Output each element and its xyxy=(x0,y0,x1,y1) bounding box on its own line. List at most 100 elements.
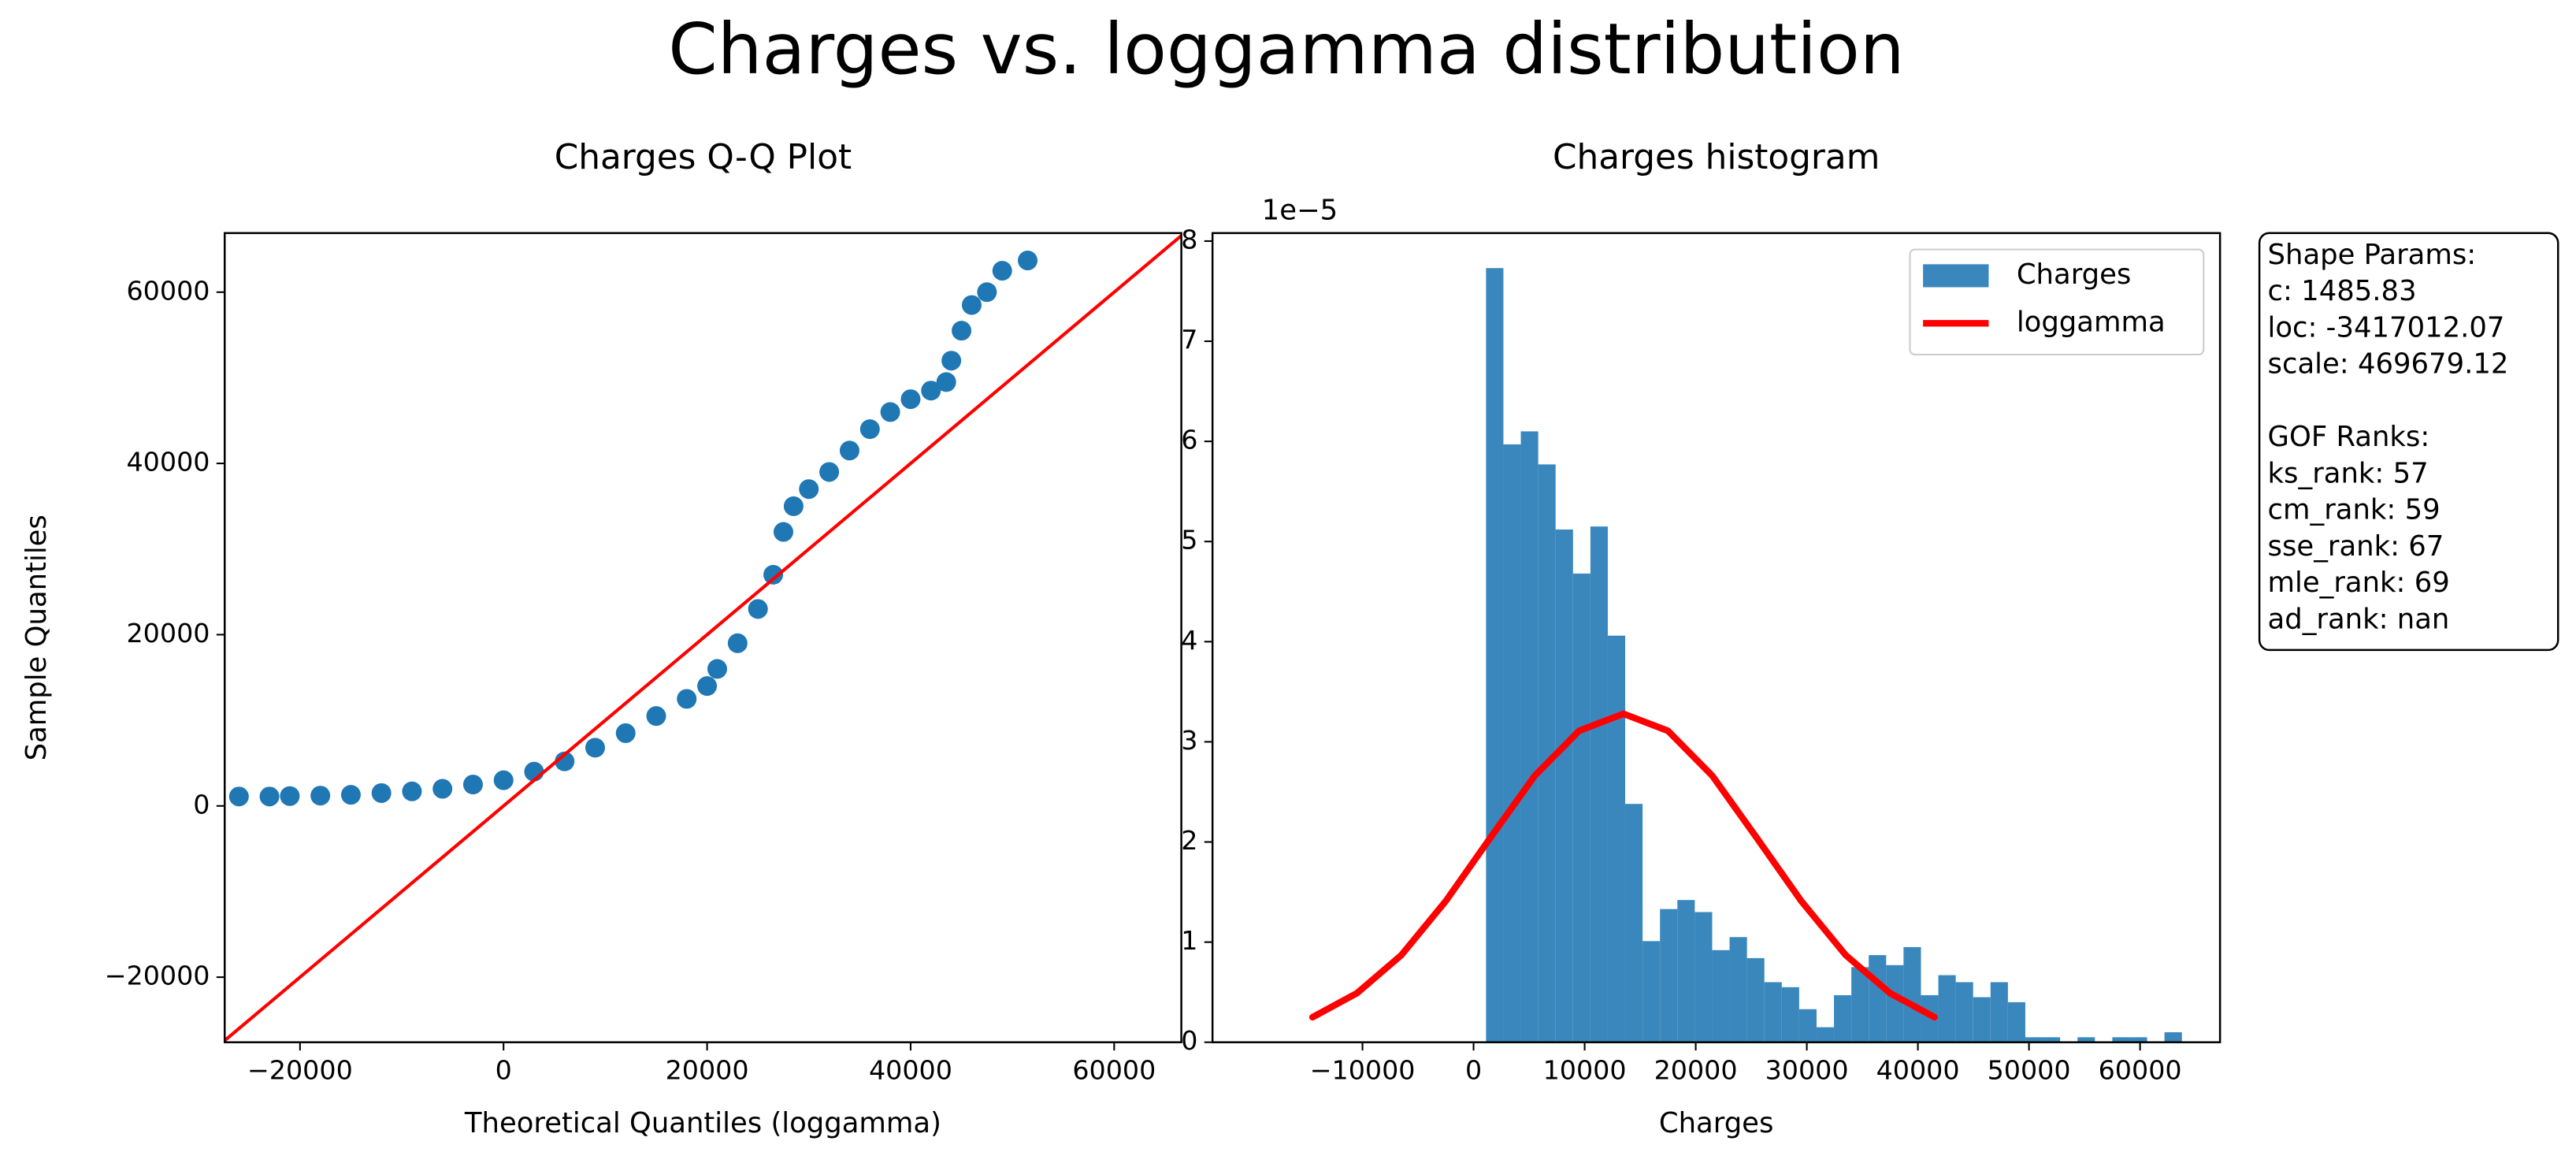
hist-bar xyxy=(1781,987,1799,1042)
x-tick-label: 40000 xyxy=(869,1055,952,1086)
qq-point xyxy=(707,659,728,679)
y-tick-label: 7 xyxy=(1181,325,1197,355)
qq-point xyxy=(280,786,300,806)
qq-point xyxy=(992,261,1012,281)
x-tick-label: 60000 xyxy=(1072,1055,1156,1086)
pdf-curve xyxy=(1308,710,1938,1021)
qq-point xyxy=(941,351,962,371)
hist-bar xyxy=(1607,635,1626,1042)
hist-bar xyxy=(1869,955,1887,1042)
x-tick-label: 20000 xyxy=(1654,1055,1738,1086)
y-tick-label: 0 xyxy=(193,789,210,820)
hist-bar xyxy=(1834,994,1852,1042)
x-tick-label: 60000 xyxy=(2099,1055,2182,1086)
hist-bar xyxy=(1816,1027,1835,1042)
hist-bar xyxy=(1520,431,1539,1042)
y-tick-label: 60000 xyxy=(126,275,210,306)
text-box-line: scale: 469679.12 xyxy=(2268,348,2509,381)
qq-point xyxy=(936,372,956,392)
legend-swatch xyxy=(1923,264,1989,288)
qq-point xyxy=(462,775,483,795)
qq-point xyxy=(952,321,972,341)
hist-bar xyxy=(1555,529,1573,1042)
qq-point xyxy=(859,419,880,440)
y-tick-label: 40000 xyxy=(126,447,210,478)
text-box-line: ad_rank: nan xyxy=(2268,603,2450,635)
x-tick-label: 40000 xyxy=(1876,1055,1960,1086)
qq-point xyxy=(555,751,575,771)
y-tick-label: 20000 xyxy=(126,618,210,649)
reference-line xyxy=(225,233,1182,1042)
x-tick-label: −10000 xyxy=(1310,1055,1416,1086)
hist-bar xyxy=(1903,946,1921,1042)
hist-bar xyxy=(1503,444,1521,1042)
text-box-line: GOF Ranks: xyxy=(2268,421,2430,453)
legend-label: Charges xyxy=(2017,258,2132,291)
qq-point xyxy=(921,381,941,401)
hist-bar xyxy=(2112,1037,2130,1042)
qq-point xyxy=(228,786,249,807)
hist-bar xyxy=(1677,900,1695,1042)
qq-point xyxy=(763,564,784,585)
hist-bar xyxy=(2007,1002,2025,1042)
qq-point xyxy=(402,781,422,801)
hist-bar xyxy=(1973,997,1991,1042)
y-tick-label: 6 xyxy=(1181,425,1197,455)
x-tick-label: 20000 xyxy=(666,1055,749,1086)
qq-point xyxy=(880,402,900,422)
hist-bar xyxy=(1572,573,1591,1042)
qq-point xyxy=(783,496,804,516)
qq-point xyxy=(646,706,666,727)
text-box-line: cm_rank: 59 xyxy=(2268,494,2441,526)
x-tick-label: 30000 xyxy=(1765,1055,1849,1086)
hist-bar xyxy=(1694,912,1713,1042)
qq-point xyxy=(748,599,768,619)
hist-bar xyxy=(1538,464,1556,1042)
y-tick-label: 8 xyxy=(1181,224,1197,255)
qq-point xyxy=(677,689,697,709)
y-tick-label: 1 xyxy=(1181,925,1197,956)
y-tick-label: 0 xyxy=(1181,1025,1197,1056)
y-tick-label: 4 xyxy=(1181,625,1197,656)
qq-point xyxy=(773,522,793,542)
qq-point xyxy=(961,295,982,315)
hist-bar xyxy=(2025,1037,2043,1042)
hist-bar xyxy=(1851,967,1869,1042)
hist-bar xyxy=(2164,1031,2182,1042)
x-tick-label: 10000 xyxy=(1543,1055,1627,1086)
hist-bar xyxy=(1486,268,1504,1042)
qq-point xyxy=(977,282,997,303)
x-tick-label: 0 xyxy=(496,1055,512,1086)
hist-bar xyxy=(1746,957,1765,1042)
hist-bar xyxy=(1642,941,1661,1042)
qq-point xyxy=(585,738,605,758)
qq-point xyxy=(799,479,819,500)
x-axis-label: Theoretical Quantiles (loggamma) xyxy=(464,1107,941,1139)
hist-bar xyxy=(1729,937,1747,1042)
y-axis-label: Sample Quantiles xyxy=(20,515,53,760)
qq-point xyxy=(1018,251,1038,271)
hist-bar xyxy=(1764,982,1782,1042)
y-tick-label: −20000 xyxy=(105,961,210,991)
x-tick-label: 50000 xyxy=(1988,1055,2071,1086)
y-tick-label: 5 xyxy=(1181,525,1197,556)
text-box xyxy=(2258,232,2559,652)
qq-point xyxy=(819,462,840,482)
qq-point xyxy=(493,770,514,790)
qq-point xyxy=(900,389,921,410)
y-offset-label: 1e−5 xyxy=(1262,195,1338,227)
qq-point xyxy=(340,785,361,805)
qq-point xyxy=(432,779,453,799)
hist-bar xyxy=(1590,526,1608,1042)
hist-bar xyxy=(1955,982,1973,1042)
text-box-line: sse_rank: 67 xyxy=(2268,530,2444,563)
subplot-title: Charges histogram xyxy=(1553,137,1880,177)
hist-bar xyxy=(1886,964,1904,1042)
qq-point xyxy=(371,782,392,803)
legend-label: loggamma xyxy=(2017,306,2166,338)
hist-bar xyxy=(2077,1037,2095,1042)
y-tick-label: 3 xyxy=(1181,725,1197,756)
hist-bar xyxy=(1798,1009,1817,1042)
